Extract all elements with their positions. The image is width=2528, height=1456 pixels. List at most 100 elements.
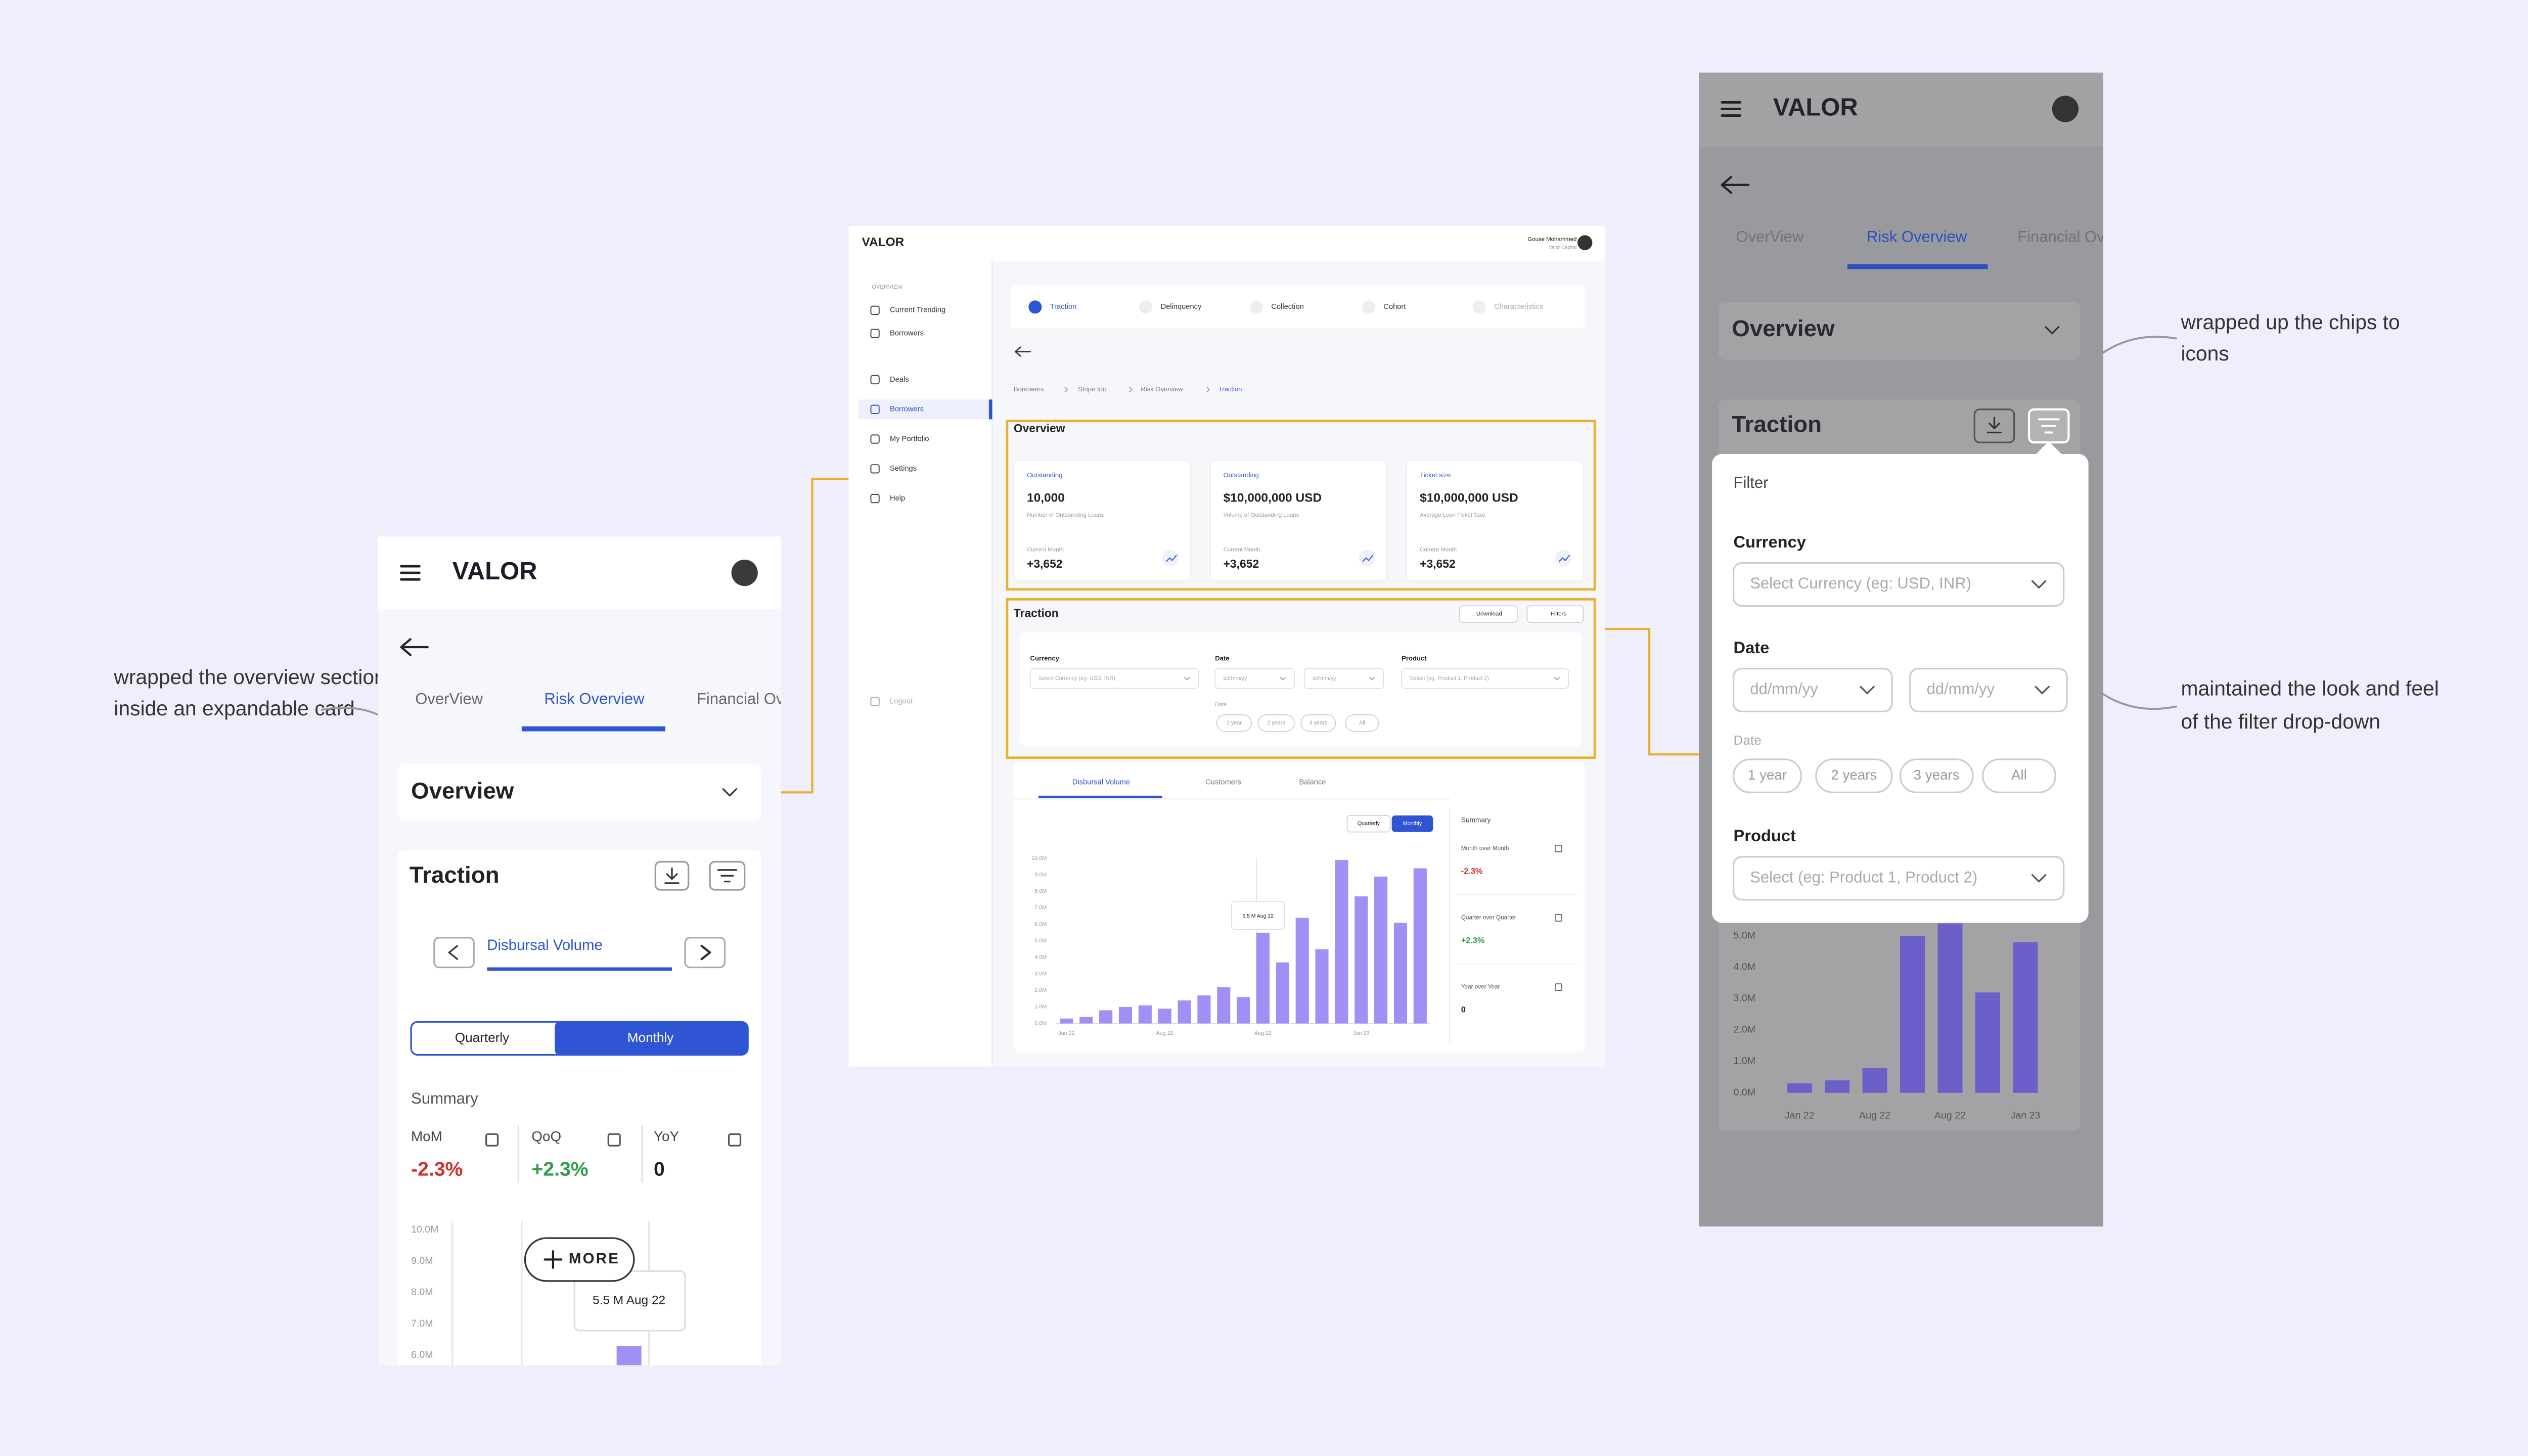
tabs-card: [1010, 285, 1585, 329]
bar: [1118, 1007, 1133, 1024]
tab: Financial Overview: [697, 690, 830, 708]
tab: Traction: [1050, 303, 1077, 311]
traction-card: [397, 850, 761, 1366]
stat-value: 0: [654, 1158, 665, 1180]
more-button: [524, 1237, 635, 1282]
sidebar-item: Current Trending: [890, 306, 945, 314]
back-arrow: [1721, 175, 1750, 194]
bar: [1900, 936, 1925, 1093]
y-tick-label: 5.0M: [1734, 930, 1756, 941]
annotation: icons: [2181, 342, 2229, 365]
y-tick-label: 1.0M: [1034, 1004, 1047, 1010]
y-tick-label: 7.0M: [1034, 905, 1047, 911]
stat-card: [1406, 460, 1584, 582]
breadcrumb: Traction: [1218, 385, 1242, 393]
sidebar-icon: [870, 329, 880, 338]
sidebar-active: [858, 399, 991, 420]
chip: [1216, 714, 1252, 732]
annotation: wrapped the overview section: [113, 665, 385, 689]
sidebar-icon: [870, 464, 880, 474]
sidebar-item: Borrowers: [890, 405, 924, 414]
toggle-option: Quarterly: [1358, 821, 1380, 827]
bar: [1862, 1068, 1887, 1093]
x-tick-label: Jan 22: [1785, 1110, 1815, 1121]
chip-label: All: [2011, 767, 2027, 783]
user-org: Valor Capital: [1549, 245, 1576, 250]
calendar-icon: [1555, 983, 1562, 991]
sidebar-icon: [870, 434, 880, 444]
download-icon: [1987, 417, 2002, 434]
section-title: Summary: [1461, 816, 1491, 824]
bar: [1787, 1083, 1812, 1093]
annotation: inside an expandable card: [114, 697, 354, 720]
metric-underline: [487, 967, 672, 971]
x-tick-label: Jan 23: [1353, 1030, 1369, 1036]
chip-label: 2 years: [1831, 767, 1877, 783]
user-name: Gouse Mohammed: [1527, 236, 1576, 242]
breadcrumb-separator: [1206, 386, 1210, 393]
bar: [1060, 1018, 1073, 1024]
chart-tab: Disbursal Volume: [1072, 779, 1130, 787]
bar: [1975, 992, 2000, 1093]
chevron-icon: [2035, 686, 2050, 695]
bar: [1256, 932, 1270, 1024]
tooltip: [1231, 901, 1285, 930]
stat-change: +3,652: [1224, 557, 1259, 570]
filter-icon: [717, 869, 737, 883]
next-icon: [700, 944, 711, 961]
sidebar-icon: [870, 404, 880, 414]
field-label: Date: [1215, 702, 1227, 708]
tooltip-text: 5.5 M Aug 22: [1242, 914, 1274, 919]
brand: VALOR: [1773, 94, 1858, 121]
tab-underline: [521, 726, 665, 732]
filter-icon: [2038, 418, 2060, 434]
section-title: Traction: [1014, 607, 1059, 620]
y-tick-label: 9.0M: [411, 1255, 433, 1266]
metric-tab: Disbursal Volume: [487, 937, 603, 953]
y-tick-label: 2.0M: [1734, 1024, 1756, 1035]
select-placeholder: Select Currency (eg: USD, INR): [1039, 675, 1115, 681]
button-label: Download: [1476, 611, 1502, 617]
chevron-icon: [1554, 676, 1560, 680]
bar: [1276, 962, 1289, 1024]
tab-underline: [1847, 264, 1988, 269]
tab-icon: [1472, 300, 1486, 314]
summary-label: Year over Year: [1461, 984, 1500, 990]
stat-caption: Average Loan Ticket Size: [1420, 512, 1485, 518]
stat-value: $10,000,000 USD: [1420, 491, 1518, 505]
sidebar-icon: [870, 493, 880, 504]
chip-label: 3 years: [1310, 720, 1327, 726]
chart-card: [1013, 762, 1585, 1052]
tab-icon: [1028, 300, 1042, 314]
x-tick-label: Aug 22: [1859, 1110, 1890, 1121]
x-tick-label: Jan 23: [2010, 1110, 2040, 1121]
card-title: Traction: [1732, 412, 1822, 437]
field-label: Currency: [1734, 532, 1806, 551]
chip-label: 3 years: [1914, 767, 1960, 783]
download-button: [1459, 605, 1518, 623]
tab: OverView: [1736, 228, 1803, 245]
field-label: Currency: [1030, 654, 1060, 662]
toggle-active: [1391, 815, 1433, 832]
tab-icon: [1362, 300, 1375, 314]
y-tick-label: 8.0M: [411, 1287, 433, 1298]
field-label: Date: [1734, 638, 1770, 657]
y-tick-label: 3.0M: [1034, 971, 1047, 977]
y-tick-label: 10.0M: [1031, 855, 1047, 861]
menu-icon: [400, 565, 421, 581]
tab: Cohort: [1383, 303, 1406, 311]
select-placeholder: Select (eg: Product 1, Product 2): [1750, 868, 1977, 886]
calendar-icon: [1555, 914, 1562, 922]
avatar: [731, 559, 758, 586]
tab: OverView: [415, 690, 483, 708]
screen-header: [1699, 72, 2103, 147]
stat-card: [1209, 460, 1387, 582]
bar: [1315, 949, 1329, 1024]
stat-label: YoY: [654, 1128, 679, 1144]
sidebar-icon: [870, 375, 880, 385]
summary-label: Month over Month: [1461, 845, 1509, 851]
bar: [1335, 860, 1348, 1024]
chip: [1899, 758, 1974, 793]
y-tick-label: 4.0M: [1034, 954, 1047, 961]
